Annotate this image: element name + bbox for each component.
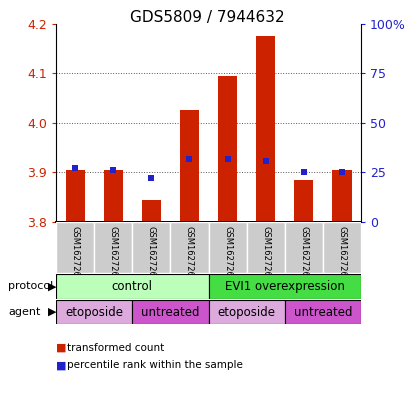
Bar [285, 300, 361, 324]
Text: agent: agent [8, 307, 41, 317]
Bar [209, 222, 247, 273]
Text: GDS5809 / 7944632: GDS5809 / 7944632 [130, 10, 285, 25]
Bar [180, 110, 199, 222]
Text: transformed count: transformed count [67, 343, 164, 353]
Text: etoposide: etoposide [65, 305, 123, 319]
Text: ▶: ▶ [48, 307, 56, 317]
Text: GSM1627261: GSM1627261 [71, 226, 80, 282]
Bar [171, 222, 209, 273]
Text: GSM1627262: GSM1627262 [147, 226, 156, 282]
Text: EVI1 overexpression: EVI1 overexpression [225, 280, 345, 293]
Text: control: control [112, 280, 153, 293]
Bar [247, 222, 285, 273]
Text: GSM1627266: GSM1627266 [185, 226, 194, 283]
Bar [56, 300, 132, 324]
Text: untreated: untreated [294, 305, 352, 319]
Bar [323, 222, 361, 273]
Text: ■: ■ [56, 360, 66, 371]
Bar [142, 200, 161, 222]
Bar [56, 222, 94, 273]
Text: percentile rank within the sample: percentile rank within the sample [67, 360, 243, 371]
Text: ▶: ▶ [48, 281, 56, 292]
Bar [294, 180, 313, 222]
Text: protocol: protocol [8, 281, 54, 292]
Text: untreated: untreated [141, 305, 200, 319]
Bar [209, 300, 285, 324]
Bar [209, 274, 361, 299]
Text: GSM1627263: GSM1627263 [223, 226, 232, 283]
Text: etoposide: etoposide [217, 305, 276, 319]
Bar [56, 274, 209, 299]
Bar [66, 170, 85, 222]
Bar [218, 76, 237, 222]
Bar [256, 36, 275, 222]
Text: GSM1627265: GSM1627265 [109, 226, 118, 282]
Bar [94, 222, 132, 273]
Text: GSM1627264: GSM1627264 [299, 226, 308, 282]
Bar [104, 170, 123, 222]
Text: GSM1627267: GSM1627267 [261, 226, 270, 283]
Bar [132, 300, 209, 324]
Bar [285, 222, 323, 273]
Bar [132, 222, 171, 273]
Text: ■: ■ [56, 343, 66, 353]
Bar [332, 170, 352, 222]
Text: GSM1627268: GSM1627268 [337, 226, 347, 283]
